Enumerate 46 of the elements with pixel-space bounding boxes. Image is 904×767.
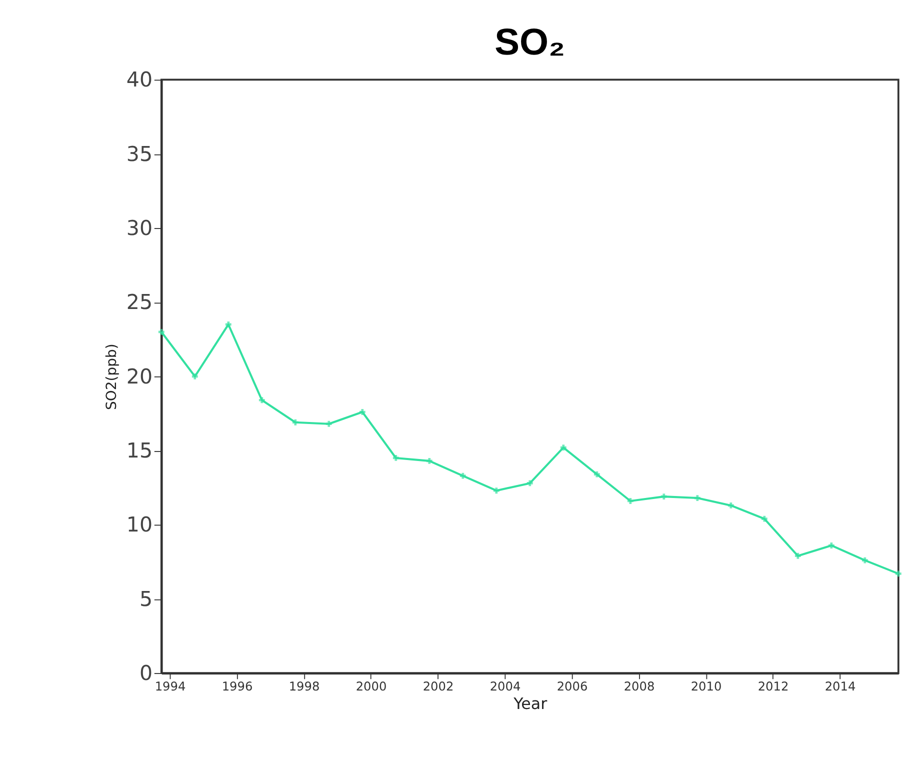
y-tick-label: 25 <box>126 290 153 314</box>
point <box>493 488 500 494</box>
point <box>158 328 164 335</box>
x-tick-label: 1996 <box>222 679 253 694</box>
y-tick-label: 20 <box>126 364 153 388</box>
x-tick-label: 2010 <box>690 679 722 694</box>
x-tick-label: 2000 <box>356 679 387 694</box>
point <box>895 570 902 577</box>
y-tick-label: 0 <box>139 661 153 686</box>
point <box>627 498 634 504</box>
point <box>426 458 432 464</box>
x-tick-label: 2004 <box>490 679 521 694</box>
y-tick-label: 5 <box>139 586 153 611</box>
y-tick-label: 30 <box>126 216 153 240</box>
point <box>392 455 399 461</box>
y-tick-label: 40 <box>126 68 153 92</box>
x-tick-label: 1998 <box>288 679 320 694</box>
point <box>560 444 566 451</box>
point <box>526 480 533 486</box>
x-tick-label: 2012 <box>758 679 789 694</box>
x-tick-label: 2008 <box>624 679 655 694</box>
point <box>258 397 265 404</box>
x-tick-label: 2014 <box>824 679 856 694</box>
point <box>794 552 801 559</box>
point <box>761 516 768 522</box>
point <box>225 322 232 328</box>
point <box>694 495 700 501</box>
y-axis-title: SO2(ppb) <box>104 344 120 410</box>
point <box>660 494 667 500</box>
point <box>862 557 868 564</box>
x-tick-label: 1994 <box>154 679 186 694</box>
point <box>359 409 366 415</box>
point <box>460 472 466 479</box>
point <box>594 471 600 478</box>
y-tick-label: 15 <box>126 438 153 463</box>
point <box>326 420 332 427</box>
y-tick-label: 10 <box>126 512 153 537</box>
x-axis-title: Year <box>512 694 548 713</box>
point <box>728 502 734 508</box>
point <box>192 373 198 380</box>
x-tick-label: 2002 <box>422 679 454 694</box>
chart-title: SO₂ <box>494 20 566 63</box>
point <box>828 542 834 548</box>
y-tick-label: 35 <box>126 142 153 166</box>
point <box>292 419 298 426</box>
x-tick-label: 2006 <box>556 679 588 694</box>
